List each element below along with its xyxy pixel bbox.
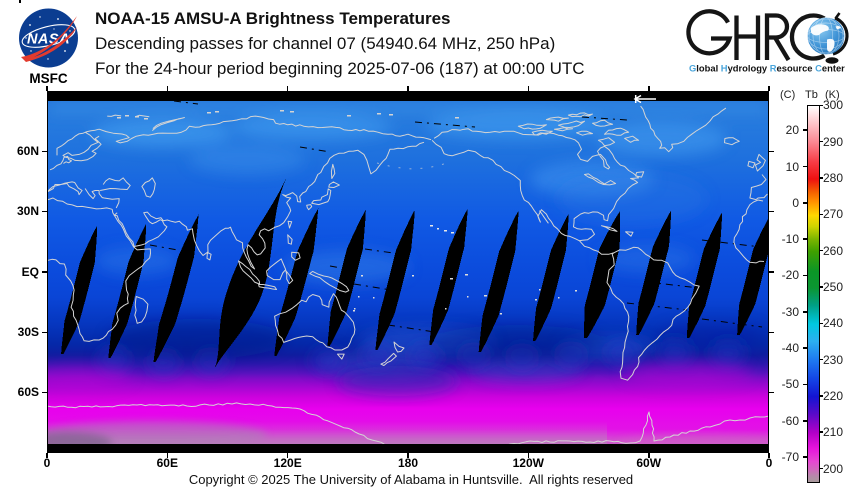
svg-text:Global Hydrology Resource Cent: Global Hydrology Resource Center [689,63,845,74]
svg-text:MSFC: MSFC [29,71,67,85]
